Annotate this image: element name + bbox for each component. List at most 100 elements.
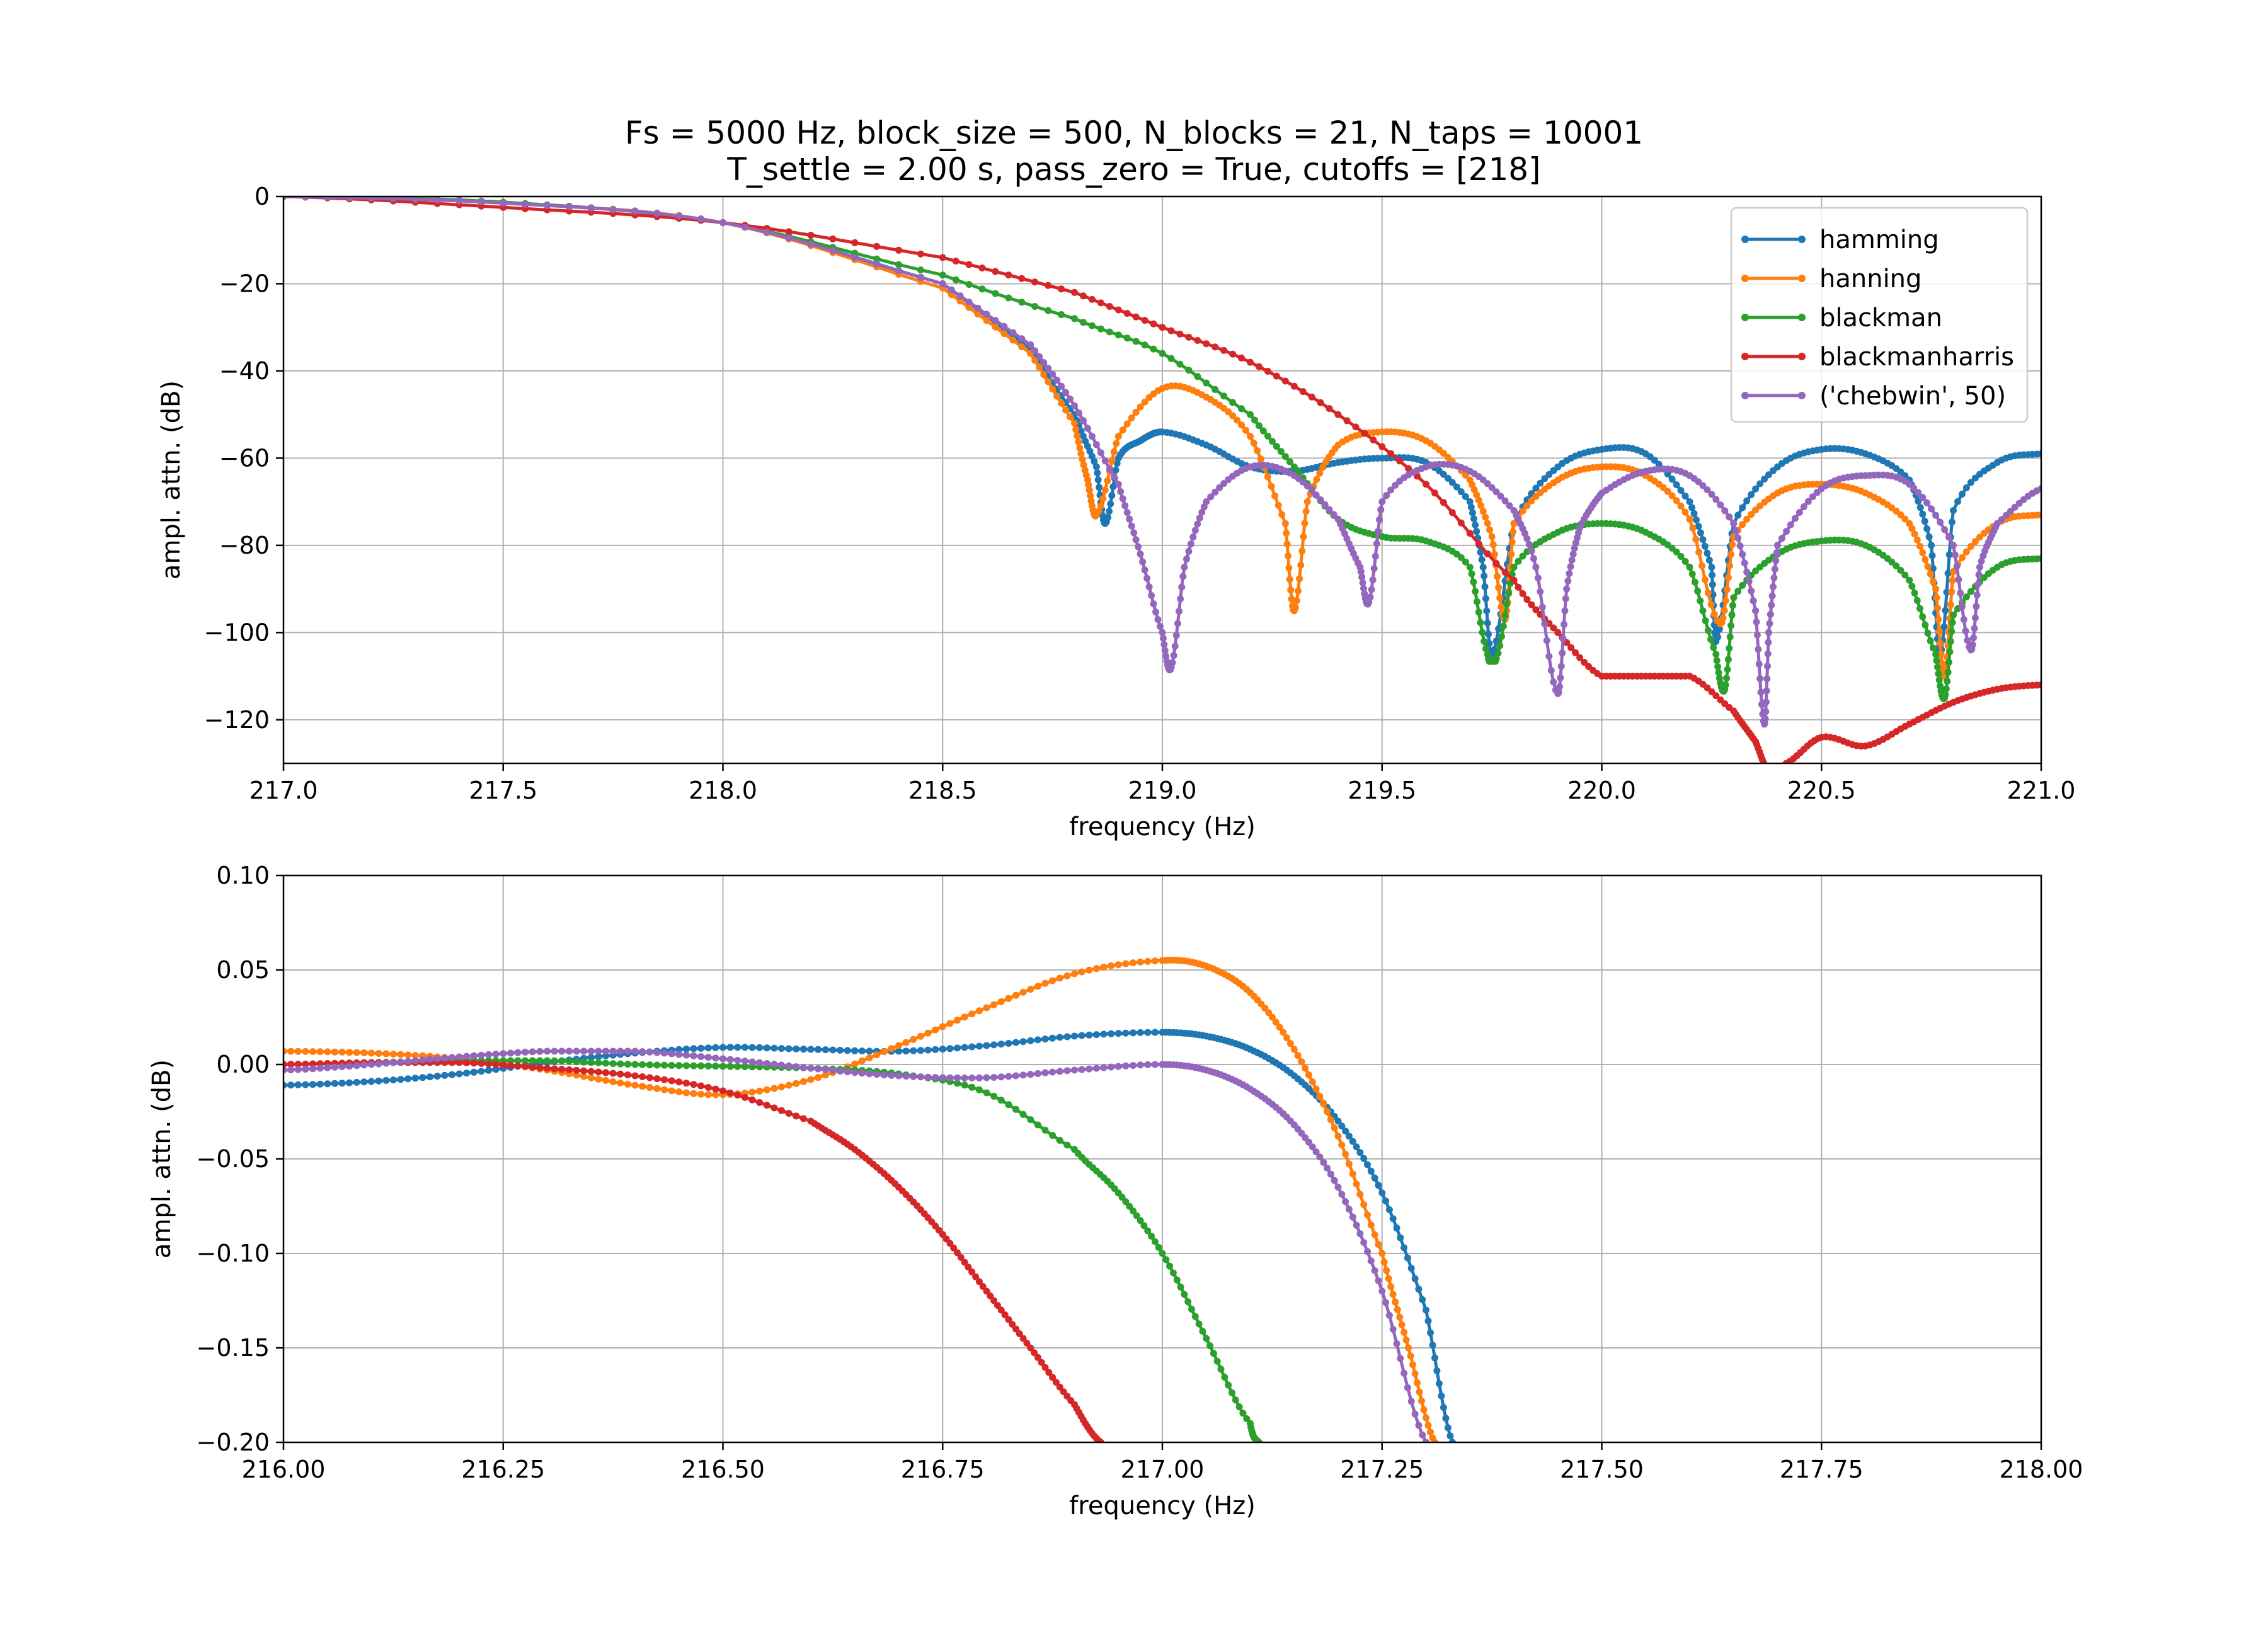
data-point (748, 1088, 756, 1096)
data-point (778, 1061, 785, 1069)
data-point (1382, 1197, 1390, 1205)
data-point (565, 1058, 573, 1065)
data-point (1537, 588, 1544, 595)
x-tick-label: 221.0 (2007, 777, 2076, 804)
data-point (1122, 1029, 1130, 1037)
data-point (1034, 1121, 1041, 1129)
data-point (932, 1074, 939, 1081)
data-point (1159, 1250, 1166, 1257)
data-point (1567, 563, 1574, 571)
data-point (1045, 282, 1052, 289)
data-point (1092, 1064, 1100, 1072)
data-point (375, 1077, 382, 1085)
data-point (932, 1026, 939, 1034)
y-tick-label: −120 (204, 706, 270, 734)
series-markers-4 (284, 1047, 1429, 1442)
data-point (1110, 473, 1118, 481)
data-point (1183, 556, 1190, 563)
data-point (551, 1057, 558, 1064)
data-point (1087, 492, 1094, 499)
data-point (375, 1050, 382, 1057)
data-point (1316, 1093, 1324, 1100)
data-point (1009, 1321, 1016, 1328)
data-point (294, 1081, 302, 1088)
x-tick-label: 217.5 (469, 777, 537, 804)
data-point (455, 1053, 463, 1061)
data-point (983, 1074, 990, 1081)
data-point (1100, 1030, 1108, 1038)
data-point (983, 1042, 990, 1049)
data-point (302, 1060, 309, 1068)
data-point (411, 1057, 419, 1064)
data-point (1510, 564, 1518, 571)
data-point (851, 1069, 859, 1076)
data-point (1734, 534, 1742, 542)
data-point (287, 1061, 295, 1068)
data-point (1673, 548, 1680, 556)
data-point (1345, 1132, 1353, 1140)
data-point (1321, 501, 1329, 508)
data-point (404, 1051, 412, 1059)
data-point (1080, 292, 1087, 300)
data-point (1130, 529, 1138, 537)
data-point (1308, 486, 1315, 494)
data-point (990, 1093, 998, 1100)
data-point (1342, 1151, 1349, 1158)
data-point (1387, 486, 1395, 494)
data-point (1664, 488, 1671, 495)
data-point (1385, 1311, 1393, 1319)
data-point (1472, 588, 1479, 595)
data-point (595, 1075, 602, 1083)
data-point (1712, 651, 1720, 658)
data-point (324, 1048, 331, 1056)
data-point (1921, 518, 1928, 525)
data-point (1049, 370, 1057, 378)
data-point (1184, 1298, 1192, 1306)
data-point (1752, 567, 1760, 574)
data-point (1342, 1198, 1349, 1206)
data-point (346, 1063, 353, 1070)
data-point (1472, 522, 1479, 528)
data-point (1288, 595, 1295, 603)
data-point (1423, 481, 1429, 488)
data-point (712, 1063, 719, 1070)
data-point (1396, 1313, 1404, 1321)
y-tick-label: −100 (204, 619, 270, 646)
data-point (1444, 474, 1452, 482)
data-point (1704, 627, 1712, 634)
x-tick-label: 220.0 (1567, 777, 1636, 804)
data-point (1763, 687, 1770, 695)
data-point (1353, 1221, 1360, 1229)
data-point (1470, 578, 1477, 586)
data-point (961, 1075, 968, 1081)
data-point (639, 1083, 646, 1090)
data-point (1923, 525, 1931, 533)
data-point (1005, 1040, 1012, 1047)
data-point (1298, 1058, 1305, 1066)
data-point (1345, 1160, 1353, 1168)
data-point (956, 292, 964, 300)
data-point (793, 1063, 800, 1071)
data-point (1331, 1177, 1338, 1184)
data-point (1717, 501, 1724, 509)
data-point (617, 1060, 624, 1068)
data-point (1732, 527, 1739, 534)
x-tick-label: 218.00 (2000, 1456, 2083, 1483)
series-markers-0 (284, 1029, 1456, 1442)
data-point (1326, 405, 1333, 413)
data-point (302, 1066, 309, 1073)
data-point (1475, 540, 1482, 547)
data-point (1312, 491, 1320, 499)
legend-item: blackman (1741, 304, 1942, 333)
data-point (1097, 449, 1104, 457)
data-point (690, 1081, 697, 1088)
data-point (1299, 478, 1307, 486)
data-point (1185, 333, 1193, 341)
data-point (1508, 539, 1516, 546)
data-point (997, 1073, 1005, 1081)
data-point (1726, 513, 1733, 521)
data-point (1427, 1428, 1434, 1436)
data-point (1148, 592, 1155, 599)
data-point (1462, 493, 1469, 500)
data-point (1290, 382, 1298, 390)
